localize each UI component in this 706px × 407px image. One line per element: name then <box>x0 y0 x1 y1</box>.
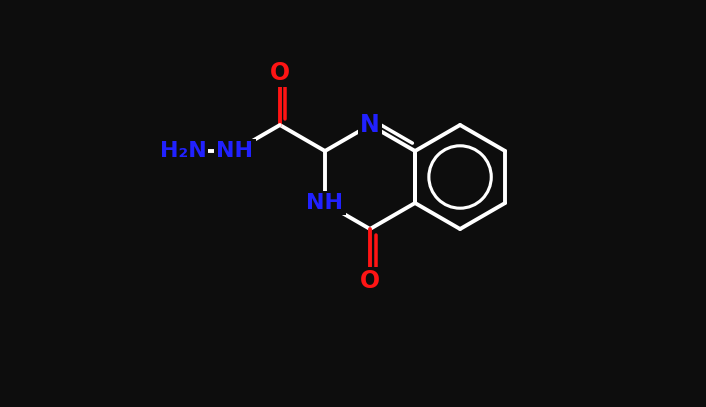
Text: H₂N: H₂N <box>160 141 206 161</box>
Text: NH: NH <box>306 193 343 213</box>
Text: O: O <box>360 269 380 293</box>
Text: O: O <box>270 61 290 85</box>
Text: N: N <box>360 113 380 137</box>
Text: NH: NH <box>217 141 253 161</box>
